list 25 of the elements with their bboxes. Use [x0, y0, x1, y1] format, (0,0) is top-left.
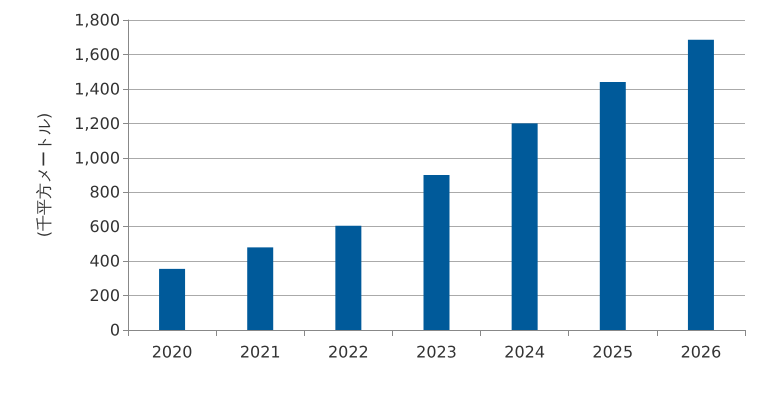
x-tick-label: 2020 — [152, 342, 192, 362]
bar — [335, 226, 362, 330]
y-axis-title: (千平方メートル) — [34, 112, 54, 238]
bar — [159, 268, 186, 330]
bar — [247, 247, 274, 330]
y-tick-label: 1,800 — [74, 10, 120, 30]
y-tick-label: 800 — [89, 182, 120, 202]
y-tick-label: 600 — [89, 217, 120, 236]
bar — [688, 40, 714, 330]
bar — [424, 175, 450, 330]
y-tick-label: 400 — [89, 252, 120, 271]
bar — [512, 123, 538, 330]
y-tick-label: 200 — [89, 286, 120, 306]
x-tick-label: 2026 — [680, 342, 722, 362]
x-tick-label: 2022 — [328, 342, 369, 362]
y-tick-label: 1,400 — [74, 79, 120, 98]
y-tick-label: 1,600 — [74, 44, 120, 64]
x-tick-label: 2023 — [416, 342, 457, 362]
y-tick-label: 1,200 — [74, 114, 120, 133]
x-tick-label: 2024 — [504, 342, 545, 362]
y-tick-label: 0 — [110, 320, 120, 340]
x-tick-label: 2021 — [240, 342, 281, 362]
bar — [600, 82, 626, 330]
x-tick-label: 2025 — [592, 342, 634, 362]
y-tick-label: 1,000 — [74, 148, 120, 168]
